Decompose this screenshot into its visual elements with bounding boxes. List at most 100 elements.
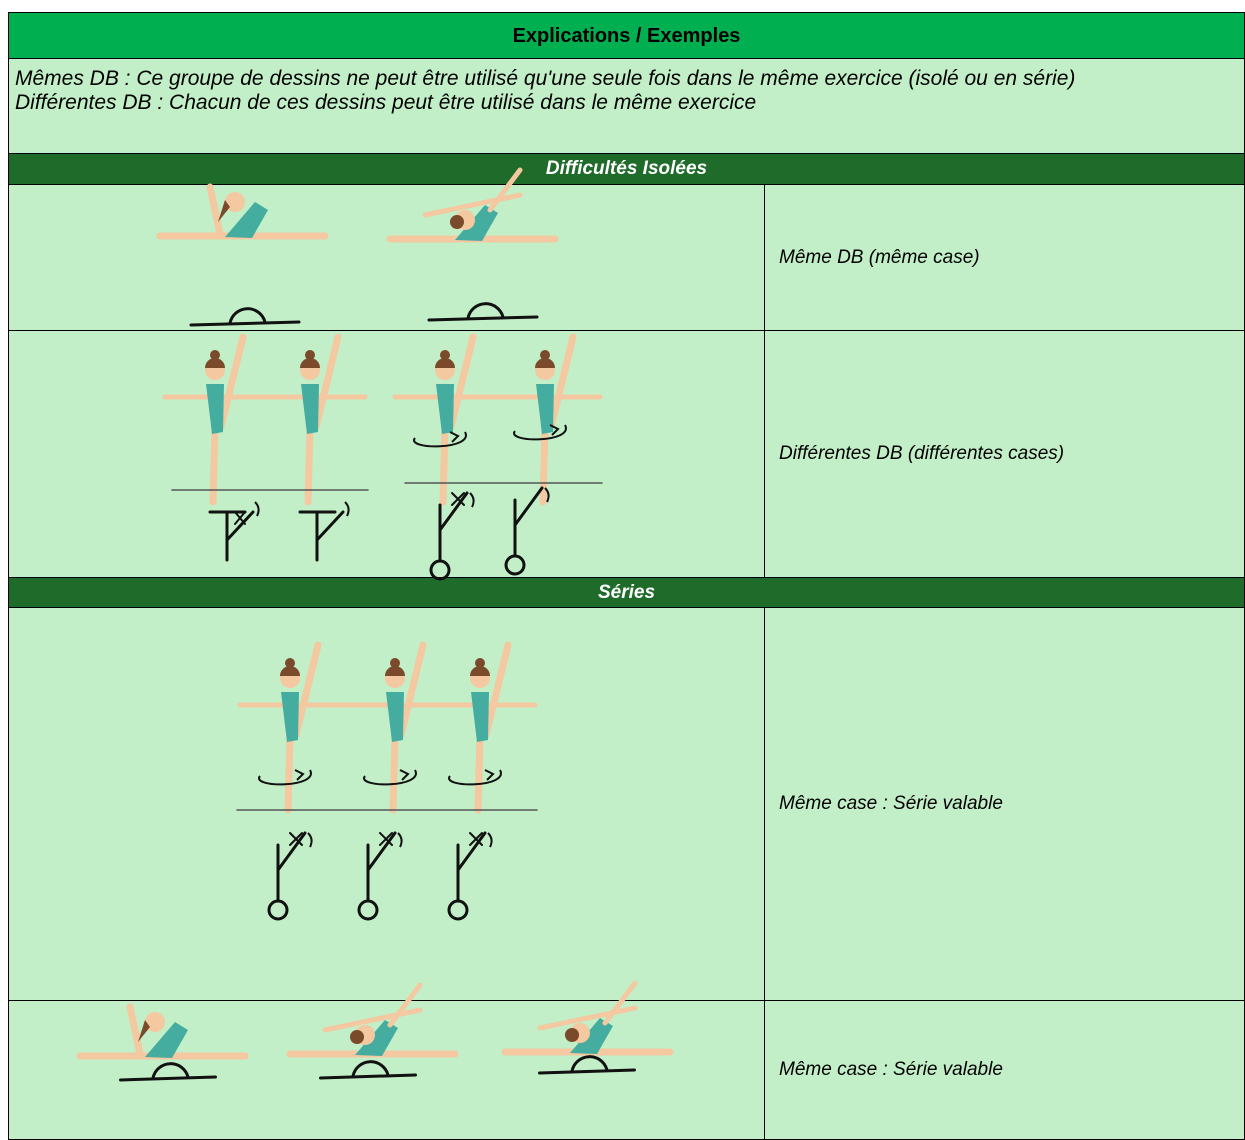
hair	[300, 358, 320, 368]
symbol	[456, 831, 487, 872]
turn-symbol	[363, 769, 417, 786]
symbol	[451, 492, 465, 506]
hair	[280, 666, 300, 676]
turn-symbol	[448, 769, 502, 786]
symbol	[267, 899, 289, 921]
hair	[285, 658, 295, 668]
leg	[389, 731, 399, 814]
hair	[565, 1028, 579, 1042]
symbol	[504, 554, 526, 576]
symbol	[429, 559, 451, 581]
leotard	[436, 384, 454, 434]
turn-symbol	[413, 431, 467, 448]
hair	[390, 658, 400, 668]
leotard	[570, 1018, 613, 1054]
intro: Mêmes DB : Ce groupe de dessins ne peut …	[8, 58, 1245, 154]
leotard	[145, 1022, 188, 1058]
hair	[218, 200, 230, 222]
leg	[312, 333, 342, 431]
symbol-arc	[151, 1062, 190, 1079]
description: Même case : Série valable	[764, 1000, 1245, 1140]
hair	[475, 658, 485, 668]
symbol	[366, 831, 397, 872]
leotard	[455, 205, 498, 241]
intro-line: Différentes DB : Chacun de ces dessins p…	[15, 91, 757, 114]
arm	[422, 192, 523, 218]
hair	[440, 350, 450, 360]
leg	[482, 641, 512, 739]
symbol	[289, 832, 303, 846]
symbol	[344, 501, 350, 517]
symbol	[379, 832, 393, 846]
leg	[292, 641, 322, 739]
symbol	[315, 510, 345, 542]
turn-symbol	[513, 424, 567, 441]
hair	[138, 1020, 150, 1042]
symbol-line	[119, 1075, 217, 1082]
leotard	[281, 692, 299, 742]
symbol	[469, 492, 475, 508]
leotard	[355, 1020, 398, 1056]
arm	[322, 1007, 423, 1033]
symbol	[254, 501, 260, 517]
leg	[126, 1003, 144, 1058]
hair	[535, 358, 555, 368]
hair	[350, 1030, 364, 1044]
intro-line: Mêmes DB : Ce groupe de dessins ne peut …	[15, 67, 1076, 90]
description: Même DB (même case)	[764, 184, 1245, 331]
hair	[205, 358, 225, 368]
leg	[474, 731, 484, 814]
hair	[305, 350, 315, 360]
leg	[397, 641, 427, 739]
leg	[447, 333, 477, 431]
leotard	[536, 384, 554, 434]
arm	[537, 1005, 638, 1031]
leg	[206, 183, 224, 238]
hair	[540, 350, 550, 360]
symbol	[487, 832, 493, 848]
symbol	[447, 899, 469, 921]
image-cell	[8, 184, 765, 331]
symbol	[438, 491, 469, 532]
section-title: Séries	[8, 577, 1245, 608]
symbol	[544, 487, 550, 503]
turn-symbol	[258, 769, 312, 786]
symbol	[307, 832, 313, 848]
symbol-line	[319, 1073, 417, 1080]
arm	[602, 980, 638, 1026]
leg	[217, 333, 247, 431]
leg	[284, 731, 294, 814]
image-cell	[8, 330, 765, 578]
hair	[450, 215, 464, 229]
leotard	[206, 384, 224, 434]
leotard	[301, 384, 319, 434]
symbol	[276, 831, 307, 872]
hair	[385, 666, 405, 676]
leg	[439, 423, 449, 506]
symbol-arc	[570, 1055, 609, 1072]
leotard	[471, 692, 489, 742]
hair	[435, 358, 455, 368]
symbol-line	[538, 1068, 636, 1075]
symbol	[513, 486, 544, 527]
symbol	[469, 832, 483, 846]
symbol	[234, 511, 246, 525]
leotard	[225, 202, 268, 238]
description: Même case : Série valable	[764, 607, 1245, 1001]
symbol-arc	[228, 307, 267, 324]
symbol-line	[189, 320, 301, 327]
hair	[470, 666, 490, 676]
symbol	[397, 832, 403, 848]
symbol	[357, 899, 379, 921]
symbol-arc	[351, 1060, 390, 1077]
arm	[487, 167, 523, 213]
leotard	[386, 692, 404, 742]
symbol	[225, 510, 255, 542]
symbol-arc	[466, 302, 505, 319]
leg	[547, 333, 577, 431]
symbol-line	[427, 315, 539, 322]
table-header: Explications / Exemples	[8, 12, 1245, 59]
arm	[387, 982, 423, 1028]
